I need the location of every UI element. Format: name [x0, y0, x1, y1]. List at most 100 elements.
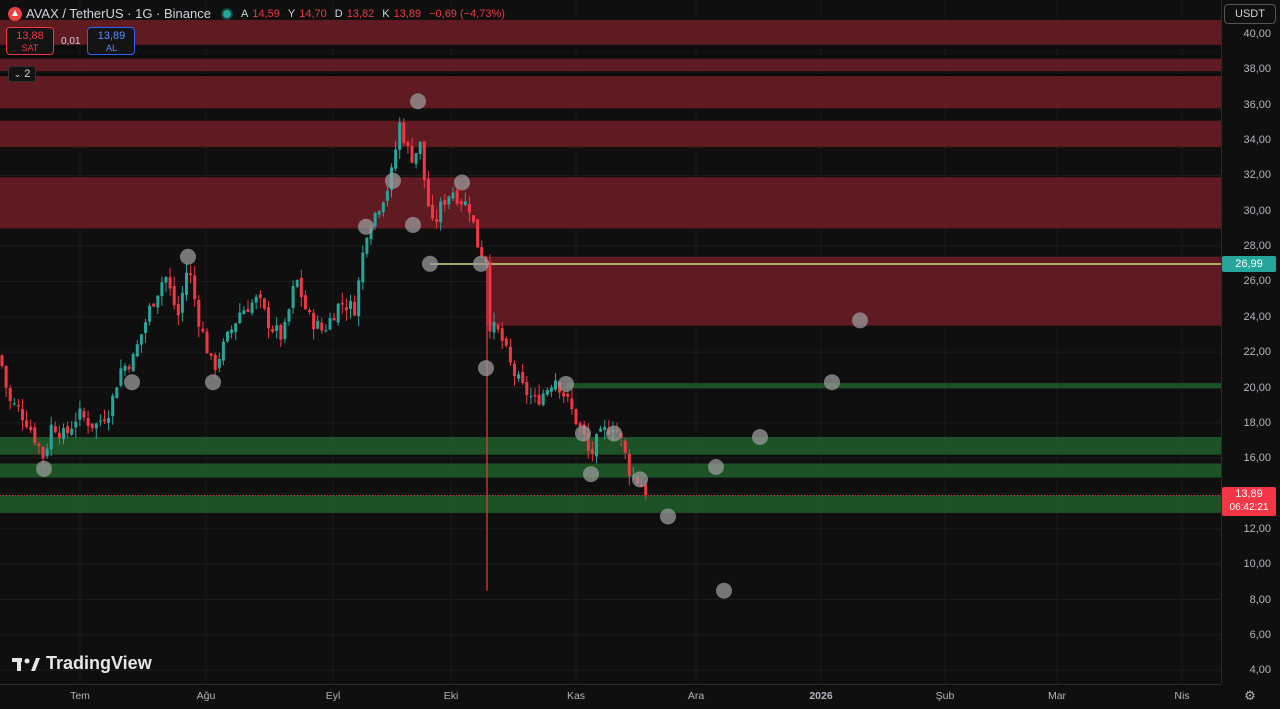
candle-body	[57, 432, 61, 439]
candle-body	[135, 344, 139, 357]
candle-body	[254, 296, 258, 303]
candle-body	[529, 396, 533, 398]
time-tick-label: Tem	[70, 690, 90, 702]
candle-body	[513, 363, 516, 377]
candle-body	[78, 408, 82, 420]
candle-body	[508, 346, 512, 363]
candle-body	[66, 426, 70, 434]
candle-body	[357, 280, 361, 317]
buy-price: 13,89	[97, 30, 126, 42]
candle-body	[139, 334, 143, 345]
candle-body	[45, 448, 49, 457]
candle-body	[398, 122, 402, 150]
candle-body	[340, 302, 344, 305]
candle-body	[16, 405, 20, 407]
candle-body	[189, 273, 193, 276]
candle-body	[402, 122, 406, 144]
ohlc-high-value: 14,70	[299, 7, 327, 20]
candle-body	[291, 286, 295, 309]
candle-body	[4, 366, 8, 388]
candle-body	[62, 428, 65, 440]
candle-body	[525, 381, 529, 396]
sell-button[interactable]: 13,88 SAT	[6, 27, 54, 55]
ohlc-close-key: K	[382, 7, 390, 20]
candle-body	[418, 141, 422, 155]
symbol-title[interactable]: AVAX / TetherUS · 1G · Binance	[26, 6, 211, 21]
trade-panel: 13,88 SAT 0,01 13,89 AL	[6, 27, 136, 55]
candle-body	[349, 300, 352, 309]
candle-body	[74, 421, 78, 428]
annotation-marker	[454, 174, 470, 191]
level-price-label: 26,99	[1222, 255, 1276, 272]
annotation-marker	[205, 374, 221, 391]
price-tick-label: 28,00	[1243, 240, 1271, 253]
candle-body	[0, 355, 4, 367]
annotation-marker	[385, 172, 401, 189]
resistance-zone	[0, 58, 1221, 72]
annotation-marker	[558, 375, 574, 392]
watermark-text: TradingView	[46, 653, 152, 673]
time-tick-label: Eyl	[325, 690, 341, 702]
candle-body	[517, 374, 521, 379]
candle-body	[185, 272, 188, 296]
tradingview-watermark: TradingView	[12, 653, 152, 674]
candle-body	[344, 307, 348, 311]
candle-body	[238, 312, 242, 324]
time-axis[interactable]: Tem Ağu Eyl Eki Kas Ara 2026 Şub Mar Nis	[0, 684, 1221, 709]
annotation-marker	[824, 374, 840, 391]
sell-price: 13,88	[16, 30, 44, 42]
zones	[0, 19, 1221, 513]
candle-body	[537, 394, 541, 405]
candle-body	[29, 426, 33, 431]
candle-body	[373, 212, 377, 227]
candle-body	[488, 261, 492, 332]
candle-body	[258, 294, 262, 299]
candle-body	[476, 219, 480, 248]
candle-body	[230, 329, 234, 334]
candle-body	[590, 448, 594, 454]
candle-body	[90, 423, 94, 429]
candle-body	[410, 146, 414, 163]
indicator-collapse-button[interactable]: ⌄ 2	[8, 66, 36, 82]
candle-body	[447, 196, 451, 205]
chart-area[interactable]	[0, 0, 1221, 684]
candle-body	[431, 204, 434, 219]
candle-body	[308, 310, 311, 313]
candle-body	[545, 390, 549, 395]
candle-body	[271, 328, 275, 332]
candle-body	[451, 192, 455, 199]
candlestick-chart[interactable]	[0, 0, 1221, 684]
time-tick-label: Nis	[1174, 690, 1190, 702]
price-tick-label: 26,00	[1243, 275, 1271, 288]
candle-body	[180, 292, 184, 313]
candle-body	[226, 331, 229, 342]
price-tick-label: 12,00	[1243, 522, 1271, 535]
annotation-marker	[752, 428, 768, 445]
candle-body	[361, 252, 365, 283]
candle-body	[164, 277, 168, 283]
price-tick-label: 8,00	[1249, 593, 1271, 606]
candle-body	[586, 432, 590, 451]
price-axis[interactable]: 40,00 38,00 36,00 34,00 32,00 30,00 28,00 26,00…	[1221, 0, 1280, 684]
price-tick-label: 18,00	[1243, 416, 1271, 429]
candle-body	[320, 322, 324, 331]
ohlc-change: −0,69 (−4,73%)	[429, 7, 505, 20]
candle-body	[455, 190, 459, 204]
candle-body	[12, 403, 16, 405]
price-tick-label: 16,00	[1243, 452, 1271, 465]
price-tick-label: 20,00	[1243, 381, 1271, 394]
candle-body	[443, 199, 447, 206]
currency-selector[interactable]: USDT	[1224, 4, 1276, 24]
candle-body	[246, 309, 250, 312]
candle-body	[160, 282, 164, 297]
settings-gear-icon[interactable]: ⚙	[1244, 688, 1256, 703]
candle-body	[131, 354, 135, 372]
candle-body	[365, 237, 369, 254]
buy-button[interactable]: 13,89 AL	[87, 27, 136, 55]
candle-body	[197, 299, 201, 327]
resistance-zone	[0, 74, 1221, 109]
price-tick-label: 24,00	[1243, 310, 1271, 323]
support-zone	[0, 436, 1221, 455]
candle-body	[115, 387, 119, 399]
